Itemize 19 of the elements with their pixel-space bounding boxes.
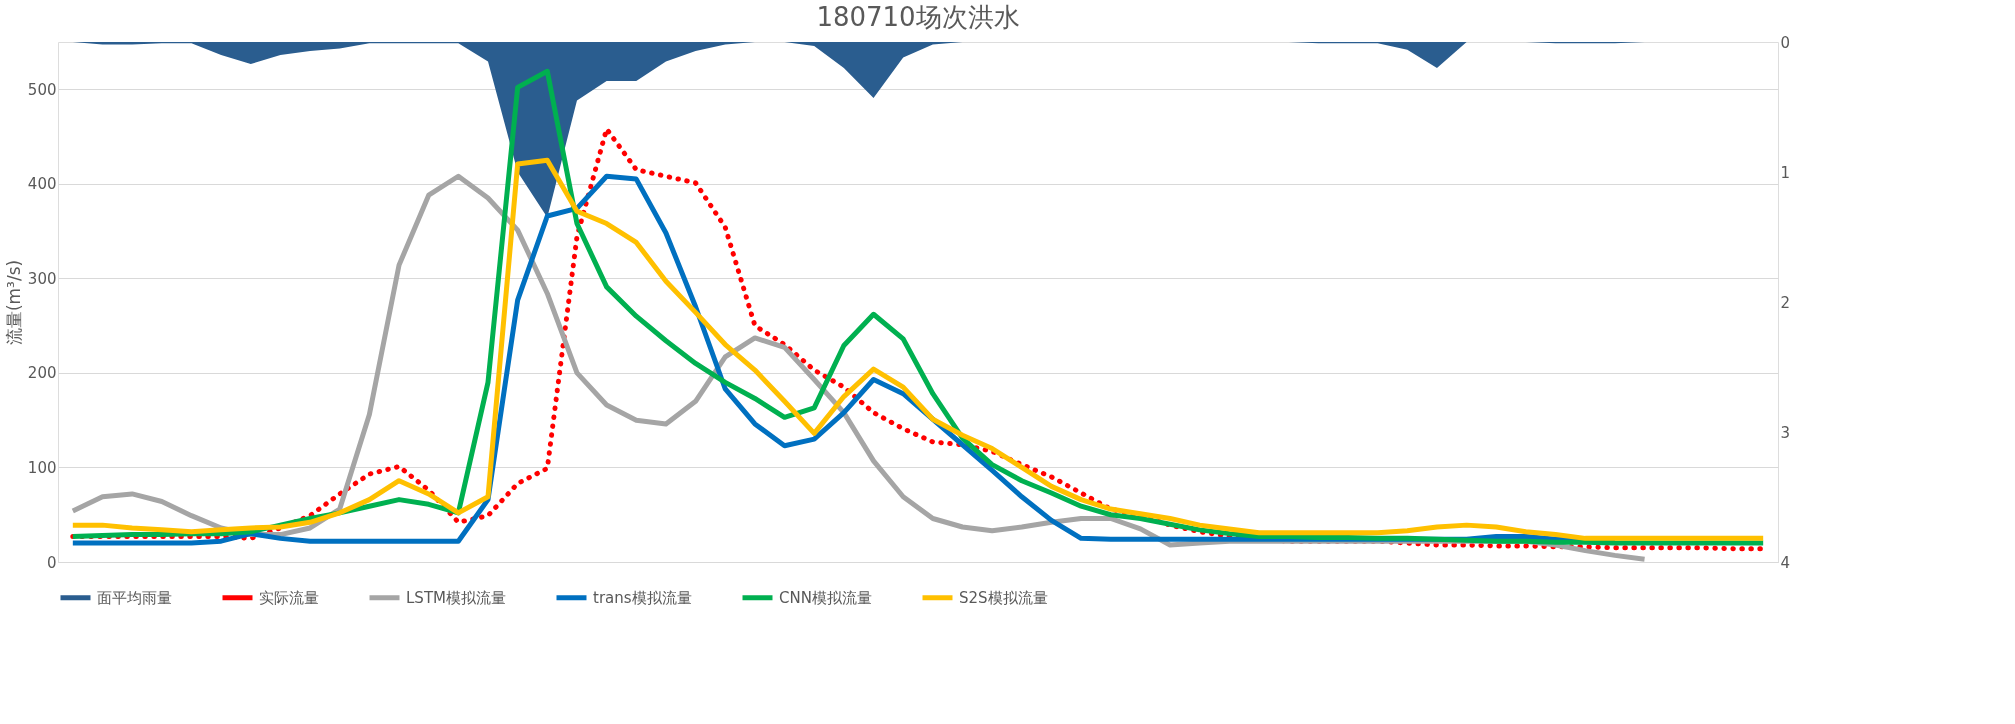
y2-tick-label: 1 [1780,163,1791,182]
y-tick-label: 500 [27,80,57,99]
y-tick-label: 400 [27,175,57,194]
y-tick-label: 0 [46,553,57,572]
legend-label: trans模拟流量 [593,588,692,607]
y2-tick-label: 4 [1780,553,1791,572]
y2-tick-label: 3 [1780,423,1791,442]
legend-label: LSTM模拟流量 [406,588,506,607]
legend-label: 实际流量 [259,588,319,607]
legend-label: 面平均雨量 [97,588,172,607]
y2-tick-label: 2 [1780,293,1791,312]
y-axis-title: 流量(m³/s) [3,259,24,346]
legend-label: CNN模拟流量 [779,588,872,607]
chart-title: 180710场次洪水 [816,2,1020,32]
y-tick-label: 300 [27,269,57,288]
y-tick-label: 200 [27,364,57,383]
legend-label: S2S模拟流量 [959,588,1048,607]
y2-tick-label: 0 [1780,33,1791,52]
y-tick-label: 100 [27,458,57,477]
